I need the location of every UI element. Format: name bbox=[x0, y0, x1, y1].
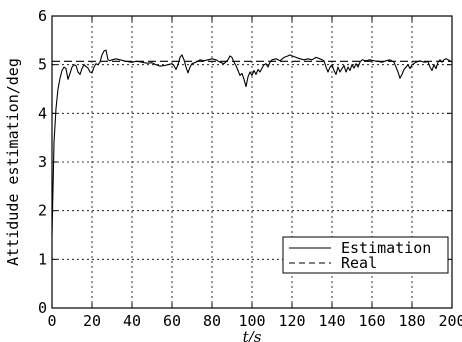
legend-box bbox=[282, 236, 449, 274]
x-tick-label: 140 bbox=[318, 312, 345, 330]
x-tick-label: 80 bbox=[203, 312, 221, 330]
y-tick-label: 6 bbox=[38, 7, 47, 25]
grid bbox=[52, 16, 452, 308]
x-tick-label: 100 bbox=[238, 312, 265, 330]
legend: Estimation Real bbox=[282, 236, 449, 274]
tick-labels: 0 20 40 60 80 100 120 140 160 180 200 0 1 2 3 4 5 6 bbox=[38, 7, 462, 330]
y-tick-label: 0 bbox=[38, 299, 47, 317]
x-tick-label: 20 bbox=[83, 312, 101, 330]
x-tick-label: 180 bbox=[398, 312, 425, 330]
legend-label-real: Real bbox=[341, 254, 377, 272]
y-tick-label: 5 bbox=[38, 56, 47, 74]
y-tick-label: 2 bbox=[38, 202, 47, 220]
x-tick-label: 60 bbox=[163, 312, 181, 330]
x-tick-label: 0 bbox=[47, 312, 56, 330]
y-tick-label: 1 bbox=[38, 250, 47, 268]
x-tick-label: 200 bbox=[438, 312, 462, 330]
legend-label-estimation: Estimation bbox=[341, 239, 431, 257]
y-axis-label: Attidude estimation/deg bbox=[4, 58, 22, 266]
x-tick-label: 160 bbox=[358, 312, 385, 330]
x-axis-label: t/s bbox=[243, 328, 262, 342]
ticks bbox=[51, 15, 453, 309]
y-tick-label: 4 bbox=[38, 104, 47, 122]
series-lines bbox=[51, 49, 453, 236]
x-tick-label: 120 bbox=[278, 312, 305, 330]
x-tick-label: 40 bbox=[123, 312, 141, 330]
y-tick-label: 3 bbox=[38, 153, 47, 171]
